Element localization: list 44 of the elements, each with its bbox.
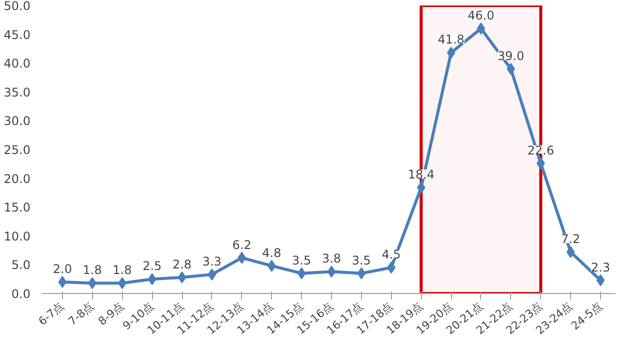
data-label: 3.5	[292, 253, 312, 268]
y-tick-label: 50.0	[4, 0, 30, 13]
point	[208, 268, 216, 280]
y-tick-label: 35.0	[4, 85, 30, 100]
point	[178, 271, 186, 284]
data-label: 46.0	[468, 8, 494, 23]
point	[148, 273, 156, 286]
data-label: 3.3	[202, 254, 222, 268]
y-tick-label: 40.0	[4, 56, 30, 71]
y-tick-label: 0.0	[11, 287, 31, 301]
y-tick-label: 15.0	[4, 200, 30, 215]
data-label: 2.0	[52, 262, 72, 276]
point	[506, 62, 516, 75]
point	[596, 274, 605, 286]
data-label: 3.8	[322, 252, 342, 266]
y-tick-label: 30.0	[4, 114, 30, 128]
data-label: 6.2	[232, 238, 252, 252]
point	[566, 246, 575, 258]
x-tick-label: 7-8点	[66, 300, 97, 328]
data-label: 1.8	[82, 263, 102, 278]
y-tick-label: 10.0	[4, 229, 30, 244]
x-tick-label: 6-7点	[36, 300, 67, 328]
point	[476, 22, 486, 35]
data-label: 4.8	[262, 246, 282, 260]
point	[297, 267, 306, 280]
point	[327, 266, 336, 278]
data-label: 41.8	[438, 32, 464, 47]
data-label: 2.3	[591, 260, 610, 274]
data-label: 2.5	[142, 259, 162, 274]
data-label: 4.5	[382, 248, 401, 262]
point	[446, 46, 456, 59]
data-label: 22.6	[527, 143, 554, 158]
point	[58, 276, 67, 288]
y-tick-label: 20.0	[4, 172, 30, 186]
point	[357, 267, 366, 280]
data-label: 2.8	[172, 257, 192, 272]
data-label: 3.5	[352, 253, 371, 268]
data-label: 18.4	[408, 168, 435, 182]
data-label: 39.0	[498, 48, 524, 63]
y-tick-label: 45.0	[4, 28, 30, 42]
data-label: 1.8	[112, 263, 132, 278]
y-tick-label: 25.0	[4, 143, 30, 157]
y-tick-label: 5.0	[11, 258, 31, 272]
data-label: 7.2	[561, 232, 580, 246]
